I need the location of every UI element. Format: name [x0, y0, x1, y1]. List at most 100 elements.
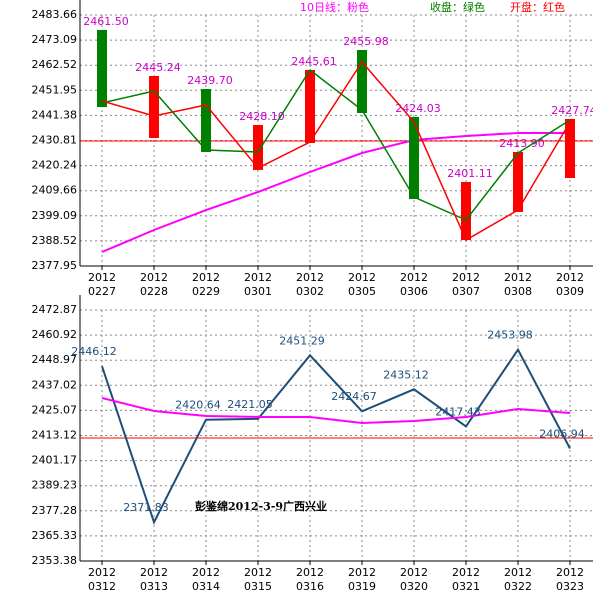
x-tick-label: 2012 — [556, 271, 584, 284]
data-label: 2451.29 — [279, 334, 325, 347]
series-line — [101, 132, 570, 253]
candle-bar — [409, 117, 419, 199]
x-tick-label: 0305 — [348, 285, 376, 298]
x-tick-label: 2012 — [348, 566, 376, 579]
x-tick-label: 0227 — [88, 285, 116, 298]
x-tick-label: 0321 — [452, 580, 480, 593]
x-tick-label: 2012 — [192, 566, 220, 579]
y-tick-label: 2420.24 — [32, 159, 78, 172]
annotation: 2413.90 — [499, 137, 545, 150]
annotation: 2439.70 — [187, 74, 233, 87]
x-tick-label: 0309 — [556, 285, 584, 298]
y-tick-label: 2437.02 — [32, 378, 78, 391]
y-tick-label: 2353.38 — [32, 554, 78, 567]
candle-bar — [253, 125, 263, 171]
legend-entry: 收盘：绿色 — [430, 0, 485, 14]
candle-bar — [201, 89, 211, 153]
data-label: 2421.05 — [227, 398, 273, 411]
x-tick-label: 0312 — [88, 580, 116, 593]
data-label: 2417.43 — [435, 405, 481, 418]
y-tick-label: 2425.07 — [32, 403, 78, 416]
x-tick-label: 0322 — [504, 580, 532, 593]
y-tick-label: 2472.87 — [32, 303, 78, 316]
x-tick-label: 2012 — [88, 566, 116, 579]
data-label: 2371.83 — [123, 501, 169, 514]
x-tick-label: 0319 — [348, 580, 376, 593]
candle-bar — [565, 118, 575, 179]
y-tick-label: 2377.28 — [32, 504, 78, 517]
x-tick-label: 2012 — [88, 271, 116, 284]
data-label: 2420.64 — [175, 399, 221, 412]
x-tick-label: 2012 — [452, 566, 480, 579]
candle-bar — [149, 75, 159, 138]
series-line — [101, 68, 571, 221]
y-tick-label: 2399.09 — [32, 209, 78, 222]
x-tick-label: 2012 — [504, 271, 532, 284]
candle-bar — [461, 181, 471, 241]
legend-entry: 开盘：红色 — [510, 0, 565, 14]
y-tick-label: 2401.17 — [32, 454, 78, 467]
x-tick-label: 0316 — [296, 580, 324, 593]
x-tick-label: 2012 — [296, 271, 324, 284]
annotation: 2424.03 — [395, 102, 441, 115]
y-tick-label: 2389.23 — [32, 479, 78, 492]
x-tick-label: 0314 — [192, 580, 220, 593]
candle-bar — [513, 152, 523, 213]
x-tick-label: 2012 — [400, 271, 428, 284]
y-tick-label: 2451.95 — [32, 83, 78, 96]
y-tick-label: 2483.66 — [32, 8, 78, 21]
x-tick-label: 0315 — [244, 580, 272, 593]
data-label: 2446.12 — [71, 345, 117, 358]
y-tick-label: 2473.09 — [32, 33, 78, 46]
x-tick-label: 2012 — [192, 271, 220, 284]
x-tick-label: 2012 — [140, 566, 168, 579]
x-tick-label: 2012 — [348, 271, 376, 284]
y-tick-label: 2388.52 — [32, 234, 78, 247]
annotation: 2455.98 — [343, 35, 389, 48]
candle-bar — [357, 49, 367, 113]
data-label: 2453.98 — [487, 329, 533, 342]
x-tick-label: 0313 — [140, 580, 168, 593]
y-tick-label: 2413.12 — [32, 429, 78, 442]
y-tick-label: 2430.81 — [32, 133, 78, 146]
candle-bar — [97, 30, 107, 108]
data-label: 2406.94 — [539, 427, 585, 440]
x-tick-label: 2012 — [400, 566, 428, 579]
x-tick-label: 0228 — [140, 285, 168, 298]
annotation: 2428.10 — [239, 110, 285, 123]
x-tick-label: 0301 — [244, 285, 272, 298]
x-tick-label: 0308 — [504, 285, 532, 298]
annotation: 2427.74 — [551, 104, 593, 117]
x-tick-label: 0323 — [556, 580, 584, 593]
series-line — [101, 397, 571, 424]
x-tick-label: 0320 — [400, 580, 428, 593]
data-label: 2424.67 — [331, 390, 377, 403]
x-tick-label: 2012 — [244, 566, 272, 579]
y-tick-label: 2448.97 — [32, 353, 78, 366]
x-tick-label: 2012 — [452, 271, 480, 284]
data-label: 2435.12 — [383, 368, 429, 381]
y-tick-label: 2441.38 — [32, 108, 78, 121]
annotation: 2445.61 — [291, 55, 337, 68]
y-tick-label: 2460.92 — [32, 328, 78, 341]
y-tick-label: 2377.95 — [32, 259, 78, 272]
annotation: 2461.50 — [83, 15, 129, 28]
y-tick-label: 2462.52 — [32, 58, 78, 71]
series-line — [101, 60, 571, 242]
watermark: 彭鉴绵2012-3-9广西兴业 — [195, 499, 327, 513]
annotation: 2401.11 — [447, 167, 493, 180]
y-tick-label: 2365.33 — [32, 529, 78, 542]
x-tick-label: 0229 — [192, 285, 220, 298]
x-tick-label: 0307 — [452, 285, 480, 298]
candle-bar — [305, 69, 315, 144]
x-tick-label: 2012 — [244, 271, 272, 284]
x-tick-label: 0302 — [296, 285, 324, 298]
y-tick-label: 2409.66 — [32, 184, 78, 197]
annotation: 2445.24 — [135, 61, 181, 74]
x-tick-label: 2012 — [504, 566, 532, 579]
legend-entry: 10日线：粉色 — [300, 0, 369, 14]
x-tick-label: 0306 — [400, 285, 428, 298]
series-line — [101, 347, 571, 525]
x-tick-label: 2012 — [140, 271, 168, 284]
